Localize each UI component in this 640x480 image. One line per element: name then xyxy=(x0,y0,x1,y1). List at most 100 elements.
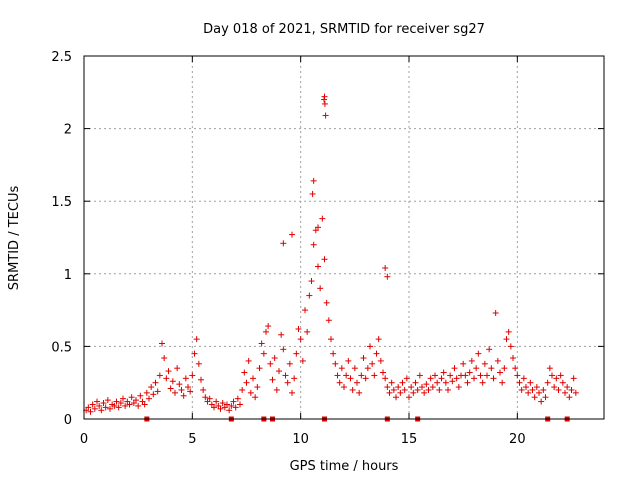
data-point xyxy=(375,336,382,343)
data-point xyxy=(286,360,293,367)
data-point xyxy=(449,378,456,385)
data-point xyxy=(369,360,376,367)
data-point xyxy=(94,398,100,405)
data-point xyxy=(167,385,174,392)
data-point xyxy=(408,384,415,391)
data-point xyxy=(501,365,508,372)
data-point xyxy=(148,384,155,391)
data-point xyxy=(516,379,523,386)
data-point xyxy=(200,386,207,393)
data-point xyxy=(341,384,347,391)
data-point xyxy=(406,394,412,401)
data-point xyxy=(304,328,311,335)
data-point xyxy=(217,405,224,412)
data-point xyxy=(198,376,204,383)
data-point xyxy=(343,372,350,379)
data-point xyxy=(451,365,458,372)
data-point xyxy=(150,391,157,398)
plot-frame xyxy=(83,55,605,420)
points xyxy=(83,93,579,415)
data-point xyxy=(113,398,120,405)
data-point xyxy=(555,386,562,393)
data-point xyxy=(438,375,445,382)
data-point xyxy=(503,336,510,343)
data-point xyxy=(247,389,254,396)
data-point xyxy=(436,386,443,393)
data-point xyxy=(310,177,317,184)
data-point xyxy=(309,190,316,197)
data-point xyxy=(239,386,246,393)
data-point xyxy=(98,407,105,414)
data-point xyxy=(520,375,527,382)
data-point xyxy=(267,360,274,367)
data-point xyxy=(432,372,438,379)
data-point xyxy=(133,397,139,404)
data-point xyxy=(347,375,354,382)
data-point xyxy=(230,398,237,405)
data-point xyxy=(245,357,252,364)
data-point xyxy=(371,372,378,379)
data-point xyxy=(141,401,148,408)
data-point xyxy=(237,401,243,408)
data-point xyxy=(354,379,360,386)
data-point xyxy=(330,350,337,357)
data-point xyxy=(384,384,391,391)
data-point xyxy=(512,365,519,372)
data-point xyxy=(278,331,285,338)
data-point xyxy=(115,404,122,411)
data-point xyxy=(176,381,183,388)
data-point xyxy=(174,365,181,372)
data-point xyxy=(299,357,306,364)
data-point xyxy=(224,401,230,408)
data-point xyxy=(442,379,449,386)
data-point xyxy=(388,379,395,386)
data-point xyxy=(202,394,209,401)
data-point xyxy=(321,100,328,107)
data-point xyxy=(306,292,313,299)
data-point xyxy=(172,389,178,396)
data-point xyxy=(226,407,233,414)
x-tick-label: 20 xyxy=(509,432,526,447)
x-tick-label: 15 xyxy=(401,432,418,447)
data-point xyxy=(187,388,194,395)
data-point xyxy=(178,386,185,393)
data-point xyxy=(297,336,304,343)
y-tick-label: 0.5 xyxy=(51,340,72,355)
data-point xyxy=(232,404,239,411)
data-point xyxy=(460,360,467,367)
data-point xyxy=(161,355,168,362)
data-point xyxy=(273,386,280,393)
data-point xyxy=(282,372,289,379)
data-point xyxy=(182,375,189,382)
data-point xyxy=(525,389,532,396)
data-point xyxy=(490,375,497,382)
data-point xyxy=(360,355,367,362)
data-point xyxy=(102,404,109,411)
data-point xyxy=(322,112,329,119)
data-point xyxy=(546,365,553,372)
data-point xyxy=(191,350,198,357)
data-point xyxy=(553,375,560,382)
data-point xyxy=(434,379,441,386)
data-point xyxy=(154,388,161,395)
data-point xyxy=(213,398,220,405)
data-point xyxy=(551,384,558,391)
data-point xyxy=(163,375,170,382)
data-point xyxy=(514,372,521,379)
data-point xyxy=(293,350,300,357)
data-point xyxy=(377,357,384,364)
data-point xyxy=(107,405,113,412)
data-point xyxy=(120,395,126,402)
data-point xyxy=(453,375,460,382)
data-point xyxy=(241,369,248,376)
data-point xyxy=(180,392,187,399)
data-point xyxy=(111,402,118,409)
data-point xyxy=(544,379,551,386)
data-point xyxy=(269,376,276,383)
data-point xyxy=(401,386,408,393)
data-point xyxy=(250,375,256,382)
data-point xyxy=(325,317,332,324)
data-point xyxy=(427,375,434,382)
data-point xyxy=(338,365,345,372)
